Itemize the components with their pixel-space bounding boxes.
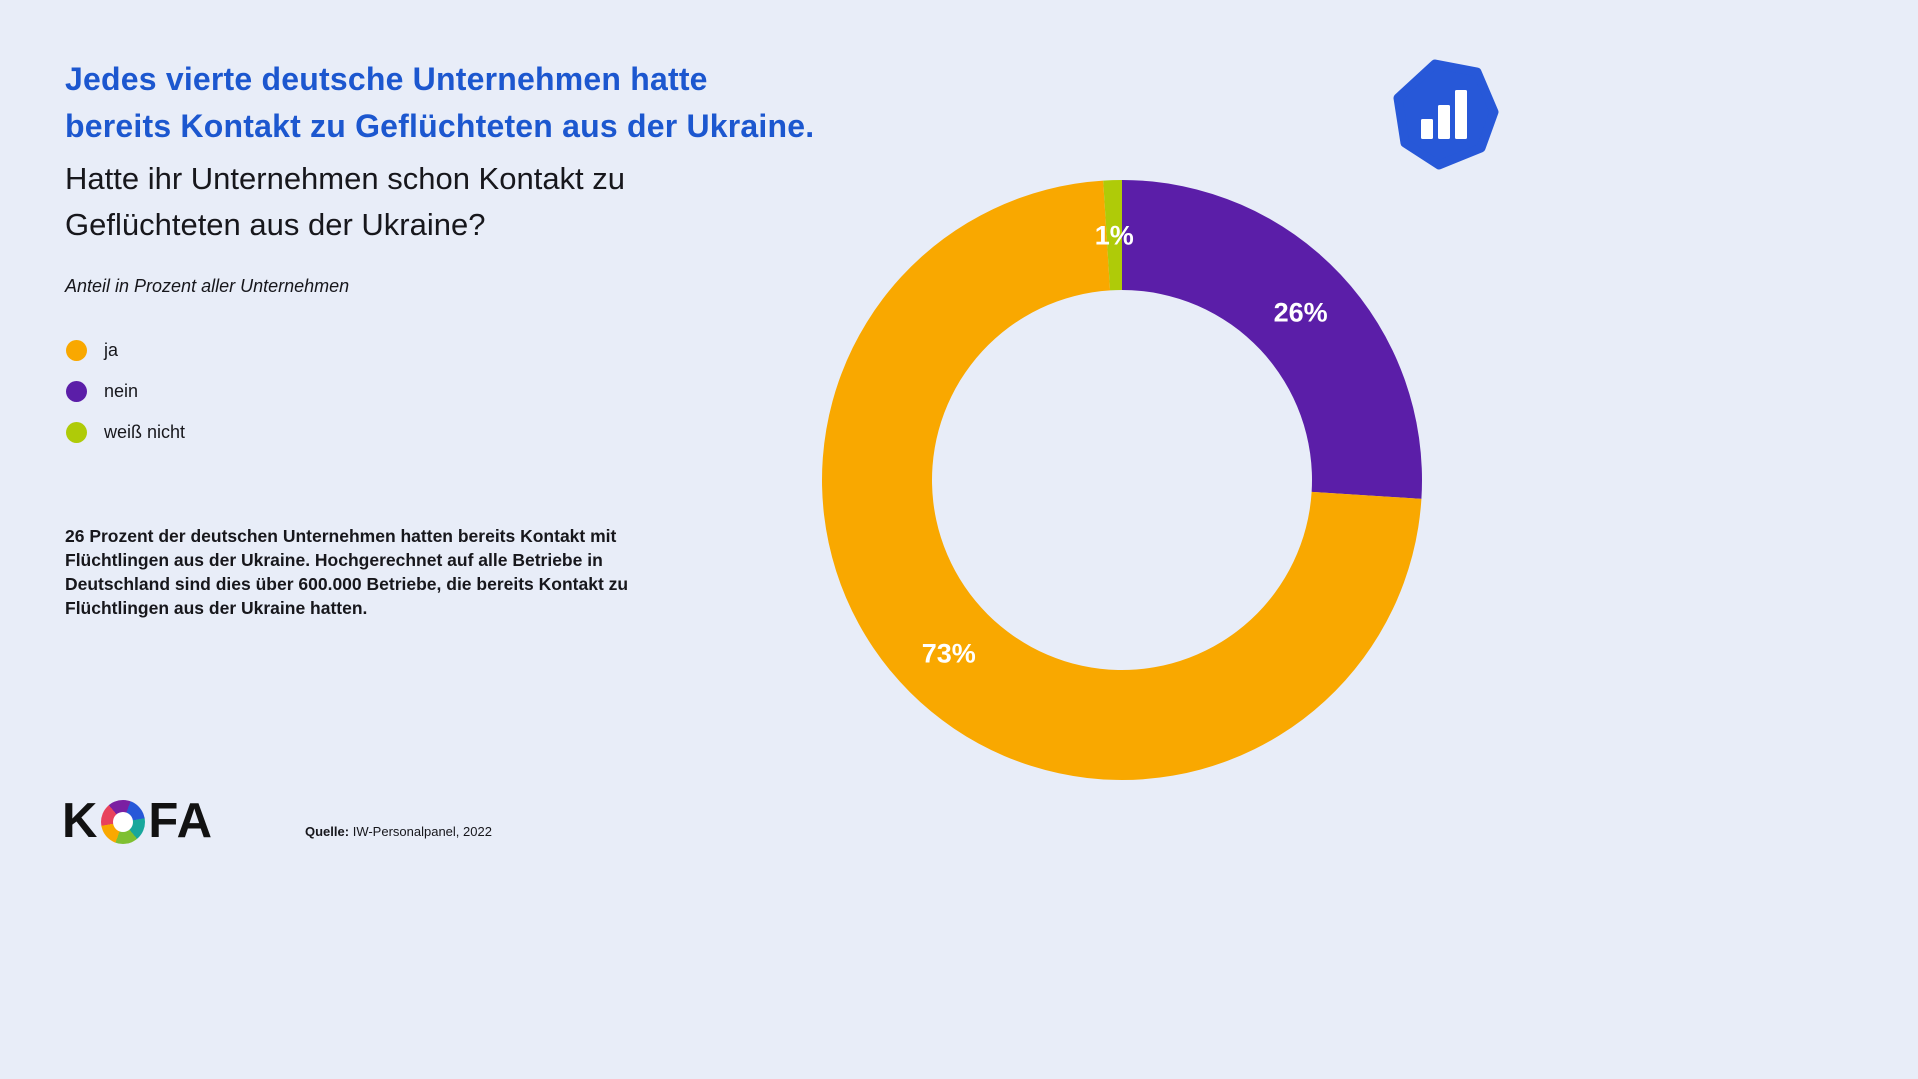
chart-question-line-2: Geflüchteten aus der Ukraine? [65,207,486,242]
legend-label-ja: ja [104,340,119,360]
legend-swatch-nein [66,381,87,402]
legend-swatch-ja [66,340,87,361]
kofa-logo: K FA [62,797,213,846]
kofa-logo-letters-fa: FA [148,794,214,848]
legend-label-weiss-nicht: weiß nicht [104,422,186,442]
source-value: IW-Personalpanel, 2022 [352,824,492,839]
donut-label-weiß-nicht: 1% [1095,221,1134,251]
legend-item-weiss-nicht: weiß nicht [66,422,185,443]
legend-item-ja: ja [66,340,185,361]
legend-swatch-weiss-nicht [66,422,87,443]
chart-legend: ja nein weiß nicht [66,340,185,443]
page-title-line-1: Jedes vierte deutsche Unternehmen hatte [65,61,708,97]
kofa-logo-letter-k: K [62,794,99,848]
donut-chart-svg: 26% 73% 1% [822,180,1422,780]
donut-slice-nein [1122,180,1422,499]
shield-bar-large [1455,90,1467,139]
kofa-aperture-icon [101,799,146,844]
page-title-line-2: bereits Kontakt zu Geflüchteten aus der … [65,108,815,144]
donut-slice-ja [822,180,1422,780]
legend-item-nein: nein [66,381,185,402]
chart-question: Hatte ihr Unternehmen schon Kontakt zu G… [65,156,625,248]
chart-question-line-1: Hatte ihr Unternehmen schon Kontakt zu [65,161,626,196]
chart-unit-note: Anteil in Prozent aller Unternehmen [65,276,350,296]
source-label: Quelle: [305,824,350,839]
shield-bar-small [1421,119,1433,139]
summary-paragraph: 26 Prozent der deutschen Unternehmen hat… [65,526,629,618]
shield-bar-medium [1438,105,1450,139]
bar-chart-shield-icon [1393,59,1499,170]
donut-label-nein: 26% [1274,298,1328,328]
donut-slice-weiß-nicht [1103,180,1122,291]
legend-label-nein: nein [104,381,139,401]
page-title: Jedes vierte deutsche Unternehmen hatte … [65,56,814,150]
donut-chart: 26% 73% 1% [820,178,1424,782]
source-note: Quelle: IW-Personalpanel, 2022 [305,824,492,839]
donut-label-ja: 73% [922,639,976,669]
